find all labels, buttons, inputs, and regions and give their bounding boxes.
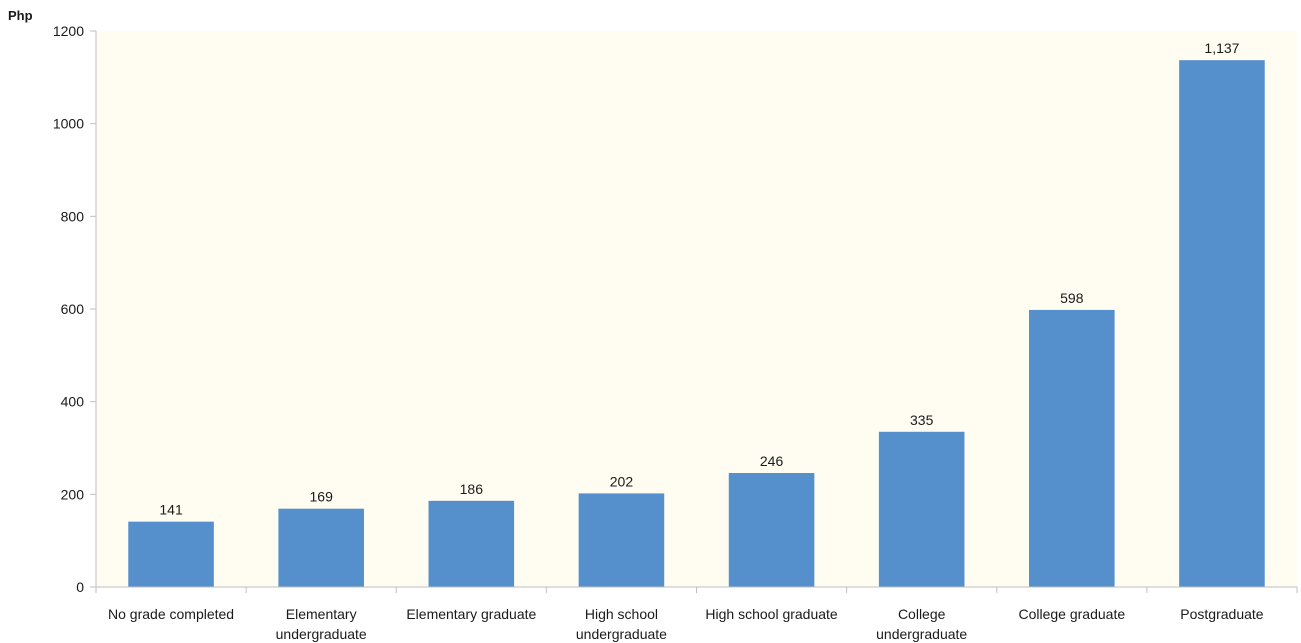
x-category-label: College graduate (1018, 606, 1125, 622)
category-labels: No grade completed Elementary undergraduat… (108, 606, 1264, 642)
data-label: 202 (610, 473, 634, 489)
data-label: 169 (310, 489, 334, 505)
y-tick-label: 1200 (53, 23, 84, 39)
x-category-label: undergraduate (276, 626, 367, 642)
data-label: 335 (910, 412, 934, 428)
x-axis (95, 586, 1298, 593)
bar (428, 500, 515, 587)
y-tick-label: 600 (61, 301, 85, 317)
bars (128, 60, 1265, 587)
data-label: 598 (1060, 290, 1084, 306)
y-axis-unit-label: Php (8, 8, 33, 23)
bar (878, 431, 965, 587)
x-category-label: Elementary graduate (406, 606, 536, 622)
x-category-label: High school (585, 606, 658, 622)
y-tick-label: 200 (61, 486, 85, 502)
bar (728, 473, 815, 587)
data-label: 246 (760, 453, 784, 469)
x-category-label: No grade completed (108, 606, 234, 622)
x-category-label: undergraduate (876, 626, 967, 642)
x-category-label: Elementary (286, 606, 357, 622)
data-labels: 141 169 186 202 246 335 598 1,137 (159, 40, 1239, 517)
bar (128, 521, 214, 587)
y-tick-label: 400 (61, 394, 85, 410)
x-category-label: College (898, 606, 946, 622)
bar (578, 493, 665, 587)
data-label: 186 (460, 481, 484, 497)
y-tick-label: 1000 (53, 116, 84, 132)
bar (278, 508, 364, 587)
x-category-label: Postgraduate (1180, 606, 1263, 622)
x-category-label: undergraduate (576, 626, 667, 642)
y-axis-ticks: 0 200 400 600 800 1000 1200 (53, 23, 97, 595)
bar (1029, 309, 1115, 587)
y-tick-label: 800 (61, 208, 85, 224)
x-category-label: High school graduate (705, 606, 838, 622)
y-tick-label: 0 (76, 579, 84, 595)
bar (1179, 60, 1265, 587)
data-label: 1,137 (1204, 40, 1239, 56)
plot-area (96, 31, 1297, 587)
data-label: 141 (159, 502, 183, 518)
